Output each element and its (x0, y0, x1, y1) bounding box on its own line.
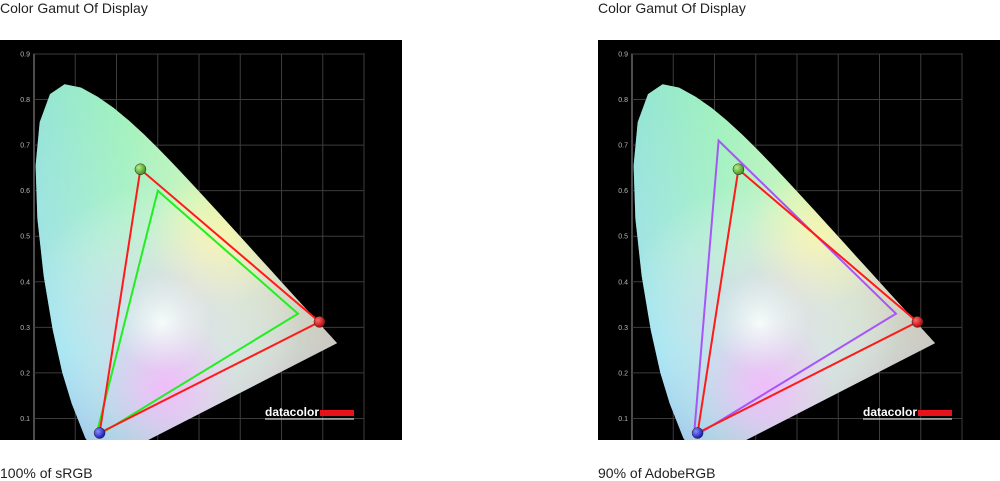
primary-point-red (313, 316, 326, 328)
datacolor-logo-bar (320, 410, 354, 416)
y-tick-label: 0.2 (20, 370, 30, 377)
chart-panel-srgb: Color Gamut Of Display 0.1 0.2 0.3 0.4 0.5 0.… (0, 0, 402, 481)
gamut-chart-svg: 0.10.20.30.40.50.60.70.80.10.20.30.40.50… (20, 52, 365, 440)
measured-gamut-line (98, 167, 322, 434)
y-tick-label: 0.6 (618, 188, 628, 195)
reference-gamut-line (94, 188, 300, 438)
y-tick-label: 0.6 (20, 188, 30, 195)
y-tick-label: 0.8 (618, 97, 628, 104)
y-tick-label: 0.3 (20, 325, 30, 332)
spectral-locus-white (35, 84, 338, 440)
chart-title: Color Gamut Of Display (598, 0, 746, 16)
y-tick-label: 0.9 (20, 52, 30, 59)
spectral-locus-white (633, 84, 936, 440)
y-tick-label: 0.7 (618, 143, 628, 150)
gamut-plot: 0.10.20.30.40.50.60.70.80.10.20.30.40.50… (598, 40, 1000, 440)
y-tick-label: 0.8 (20, 97, 30, 104)
chart-panel-adobergb: Color Gamut Of Display 0.1 0.2 0.3 0.4 0.5 0.… (598, 0, 1000, 481)
primary-point-green (732, 163, 745, 176)
gamut-chart-svg: 0.10.20.30.40.50.60.70.80.10.20.30.40.50… (618, 52, 963, 440)
y-tick-label: 0.4 (20, 279, 30, 286)
chart-caption: 90% of AdobeRGB (598, 465, 716, 481)
y-tick-label: 0.7 (20, 143, 30, 150)
y-tick-label: 0.9 (618, 52, 628, 59)
y-tick-label: 0.1 (618, 416, 628, 423)
y-tick-label: 0.1 (20, 416, 30, 423)
chart-caption: 100% of sRGB (0, 465, 93, 481)
datacolor-logo: datacolor (265, 405, 319, 419)
y-tick-label: 0.5 (20, 234, 30, 241)
y-tick-label: 0.2 (618, 370, 628, 377)
datacolor-logo: datacolor (863, 405, 917, 419)
chart-title: Color Gamut Of Display (0, 0, 148, 16)
primary-point-red (911, 316, 924, 328)
measured-gamut-line (696, 167, 920, 434)
y-tick-label: 0.5 (618, 234, 628, 241)
primary-point-blue (93, 427, 106, 439)
primary-point-green (134, 163, 147, 176)
primary-point-blue (691, 427, 704, 439)
datacolor-logo-bar (918, 410, 952, 416)
y-tick-label: 0.4 (618, 279, 628, 286)
gamut-plot: 0.10.20.30.40.50.60.70.80.10.20.30.40.50… (0, 40, 402, 440)
y-tick-label: 0.3 (618, 325, 628, 332)
